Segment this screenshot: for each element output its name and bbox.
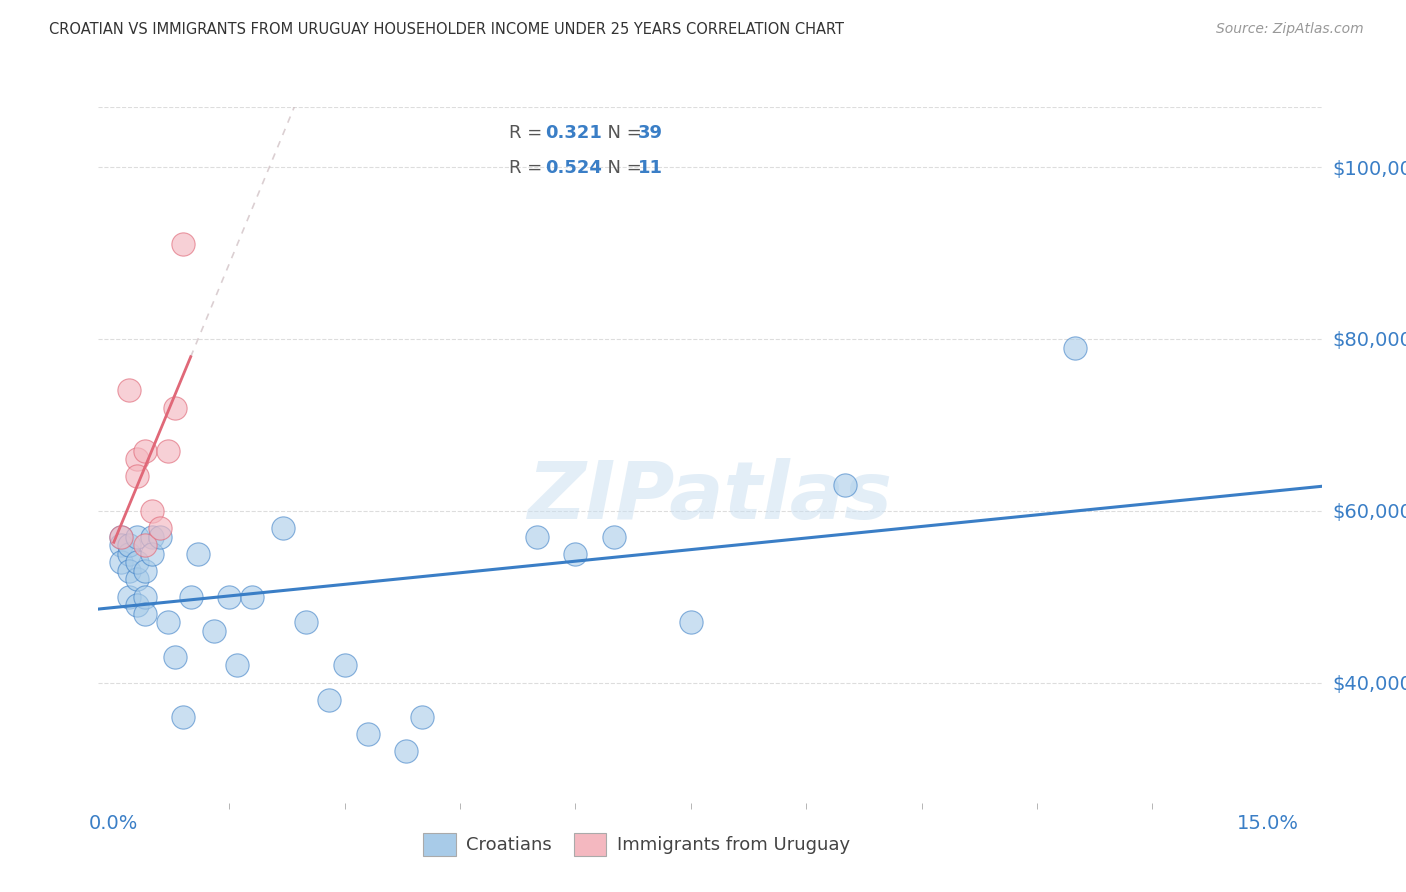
Legend: Croatians, Immigrants from Uruguay: Croatians, Immigrants from Uruguay <box>416 826 858 863</box>
Point <box>156 443 179 458</box>
Text: ZIPatlas: ZIPatlas <box>527 458 893 536</box>
Point <box>149 529 172 543</box>
Point <box>172 237 194 252</box>
Point <box>318 692 340 706</box>
Point <box>180 590 202 604</box>
Point <box>679 615 702 630</box>
Point <box>134 607 156 621</box>
Point <box>141 529 163 543</box>
Point <box>165 401 187 415</box>
Point <box>149 521 172 535</box>
Point <box>125 555 148 569</box>
Point <box>134 538 156 552</box>
Point <box>118 538 141 552</box>
Point <box>225 658 247 673</box>
Text: Source: ZipAtlas.com: Source: ZipAtlas.com <box>1216 22 1364 37</box>
Point <box>187 547 209 561</box>
Point <box>125 573 148 587</box>
Point <box>564 547 586 561</box>
Point <box>141 547 163 561</box>
Point <box>118 384 141 398</box>
Point <box>134 564 156 578</box>
Text: R =: R = <box>509 159 548 178</box>
Point <box>1064 341 1087 355</box>
Point <box>834 478 856 492</box>
Point <box>118 590 141 604</box>
Point <box>118 564 141 578</box>
Point <box>172 710 194 724</box>
Point <box>118 547 141 561</box>
Text: 0.321: 0.321 <box>546 124 602 143</box>
Point <box>125 529 148 543</box>
Point <box>526 529 548 543</box>
Text: 11: 11 <box>638 159 662 178</box>
Point <box>110 555 132 569</box>
Text: 0.524: 0.524 <box>546 159 602 178</box>
Text: N =: N = <box>596 159 648 178</box>
Point <box>165 649 187 664</box>
Point <box>125 469 148 483</box>
Point <box>110 529 132 543</box>
Point <box>603 529 626 543</box>
Point <box>333 658 356 673</box>
Text: 39: 39 <box>638 124 662 143</box>
Point <box>110 538 132 552</box>
Point <box>134 590 156 604</box>
Text: CROATIAN VS IMMIGRANTS FROM URUGUAY HOUSEHOLDER INCOME UNDER 25 YEARS CORRELATIO: CROATIAN VS IMMIGRANTS FROM URUGUAY HOUS… <box>49 22 844 37</box>
Point <box>202 624 225 638</box>
Point <box>134 443 156 458</box>
Point <box>125 599 148 613</box>
Text: N =: N = <box>596 124 648 143</box>
Point <box>357 727 380 741</box>
Point <box>218 590 240 604</box>
Text: R =: R = <box>509 124 548 143</box>
Point <box>141 504 163 518</box>
Point <box>240 590 263 604</box>
Point <box>110 529 132 543</box>
Point <box>156 615 179 630</box>
Point <box>295 615 318 630</box>
Point <box>411 710 433 724</box>
Point <box>395 744 418 758</box>
Point <box>271 521 294 535</box>
Point <box>125 452 148 467</box>
